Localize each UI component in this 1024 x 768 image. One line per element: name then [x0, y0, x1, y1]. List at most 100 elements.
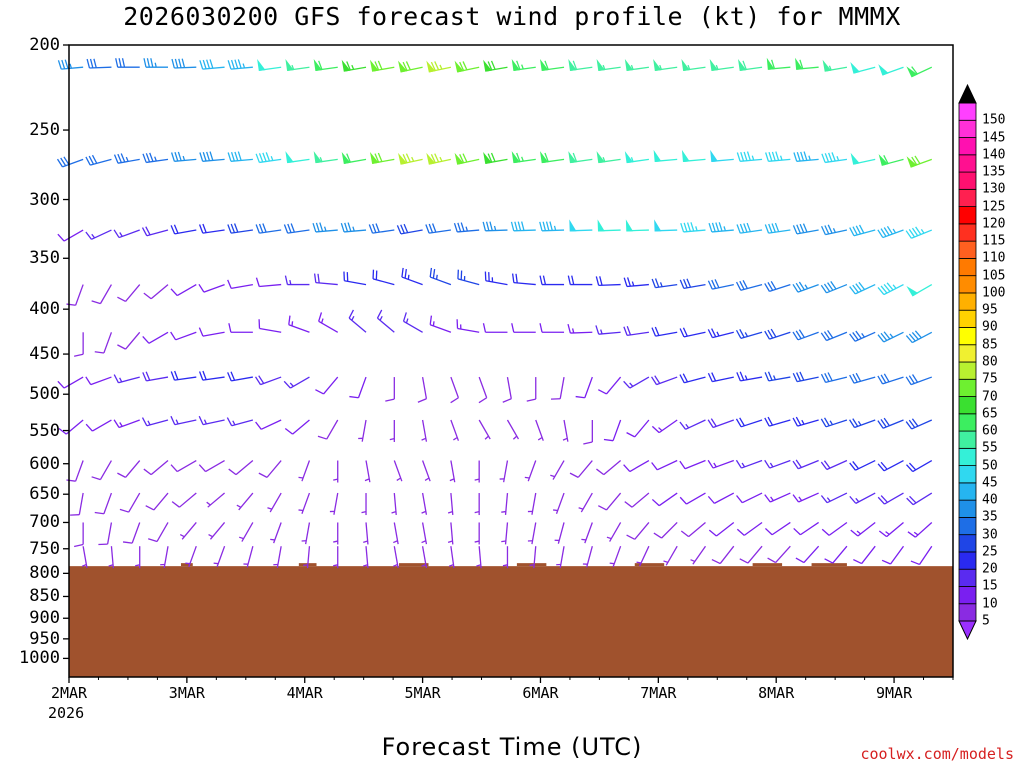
wind-barb: [581, 522, 593, 544]
wind-barb: [651, 419, 678, 434]
colorbar-swatch: [958, 137, 977, 156]
wind-barb: [474, 493, 480, 516]
wind-barb: [707, 492, 735, 504]
credit-link[interactable]: coolwx.com/models: [860, 745, 1014, 763]
wind-barb: [185, 545, 197, 568]
wind-barb: [257, 58, 282, 72]
wind-barb: [906, 66, 933, 78]
y-tick-label: 950: [29, 628, 60, 649]
colorbar-label: 20: [982, 561, 998, 577]
wind-barb: [417, 376, 428, 403]
colorbar-label: 150: [982, 112, 1006, 128]
wind-barb: [766, 57, 791, 70]
wind-barb: [707, 459, 734, 469]
wind-barb: [198, 415, 225, 426]
wind-barb: [450, 376, 460, 404]
x-tick-label: 7MAR: [640, 684, 677, 702]
y-tick-label: 600: [29, 453, 60, 474]
wind-barb: [113, 374, 140, 384]
wind-barb: [141, 417, 169, 427]
wind-barb: [820, 372, 848, 384]
y-tick-label: 250: [29, 120, 60, 141]
wind-barb: [143, 460, 169, 476]
wind-barb: [653, 58, 678, 72]
wind-barb: [820, 459, 848, 471]
colorbar-label: 65: [982, 406, 998, 422]
wind-barb: [681, 149, 706, 163]
wind-barb: [401, 267, 423, 286]
wind-barb: [74, 522, 84, 548]
wind-barb: [238, 522, 254, 542]
wind-barb: [850, 152, 876, 165]
wind-barb: [539, 221, 565, 232]
wind-barb: [450, 419, 460, 441]
wind-barb: [170, 415, 197, 426]
wind-barb: [623, 376, 650, 389]
wind-barb: [765, 151, 791, 162]
colorbar-swatch: [958, 240, 977, 259]
wind-barb: [243, 546, 254, 568]
wind-barb: [905, 330, 933, 344]
wind-barb: [735, 459, 763, 469]
wind-barb: [877, 373, 904, 385]
colorbar-label: 105: [982, 268, 1006, 284]
colorbar-label: 80: [982, 354, 998, 370]
wind-barb: [447, 522, 454, 545]
wind-barb: [98, 522, 113, 546]
wind-barb: [454, 152, 480, 165]
colorbar-swatch: [958, 499, 977, 518]
wind-barb: [651, 459, 678, 471]
wind-barb: [285, 151, 310, 164]
x-tick-label: 2MAR: [50, 684, 88, 702]
wind-barb: [764, 281, 791, 292]
wind-barb: [711, 545, 735, 565]
wind-barb: [426, 60, 452, 73]
wind-barb: [764, 416, 791, 427]
y-tick-label: 450: [29, 344, 60, 365]
wind-barb: [170, 151, 197, 162]
colorbar-swatch: [958, 447, 977, 467]
colorbar-swatch: [958, 292, 977, 311]
wind-barb: [372, 269, 395, 286]
wind-barb: [624, 492, 650, 508]
wind-barb: [376, 309, 395, 333]
wind-barb: [341, 59, 367, 72]
wind-barb: [199, 59, 225, 70]
colorbar-swatch: [958, 275, 977, 294]
wind-barb: [85, 419, 112, 432]
wind-barb: [333, 460, 339, 483]
wind-barb: [170, 370, 197, 381]
wind-barb: [457, 269, 480, 286]
wind-barb: [540, 58, 565, 72]
wind-barb: [877, 282, 904, 296]
wind-barb: [707, 418, 734, 429]
wind-barb: [85, 229, 112, 240]
wind-barb: [425, 223, 451, 234]
wind-barb: [368, 223, 395, 234]
colorbar-label: 60: [982, 423, 998, 439]
wind-barb: [506, 419, 520, 440]
wind-barb: [878, 154, 904, 166]
wind-barb: [227, 59, 253, 70]
wind-barb: [454, 60, 480, 73]
wind-barb: [298, 492, 311, 514]
wind-barb: [393, 522, 399, 545]
wind-barb: [625, 219, 649, 232]
wind-barb: [285, 58, 310, 72]
wind-barb: [283, 223, 310, 234]
wind-barb: [91, 284, 112, 305]
wind-barb: [738, 58, 763, 72]
wind-barb: [198, 283, 225, 293]
wind-barb: [119, 492, 141, 513]
colorbar-swatch: [958, 568, 977, 587]
colorbar-label: 70: [982, 389, 998, 405]
wind-barb: [510, 221, 536, 232]
wind-barb: [595, 276, 621, 286]
wind-barb: [171, 58, 197, 69]
wind-barb: [227, 223, 253, 234]
wind-barb: [663, 545, 678, 566]
x-tick-label: 6MAR: [522, 684, 559, 702]
y-tick-label: 900: [29, 608, 60, 629]
wind-barb: [66, 460, 84, 482]
wind-barb: [582, 546, 593, 568]
